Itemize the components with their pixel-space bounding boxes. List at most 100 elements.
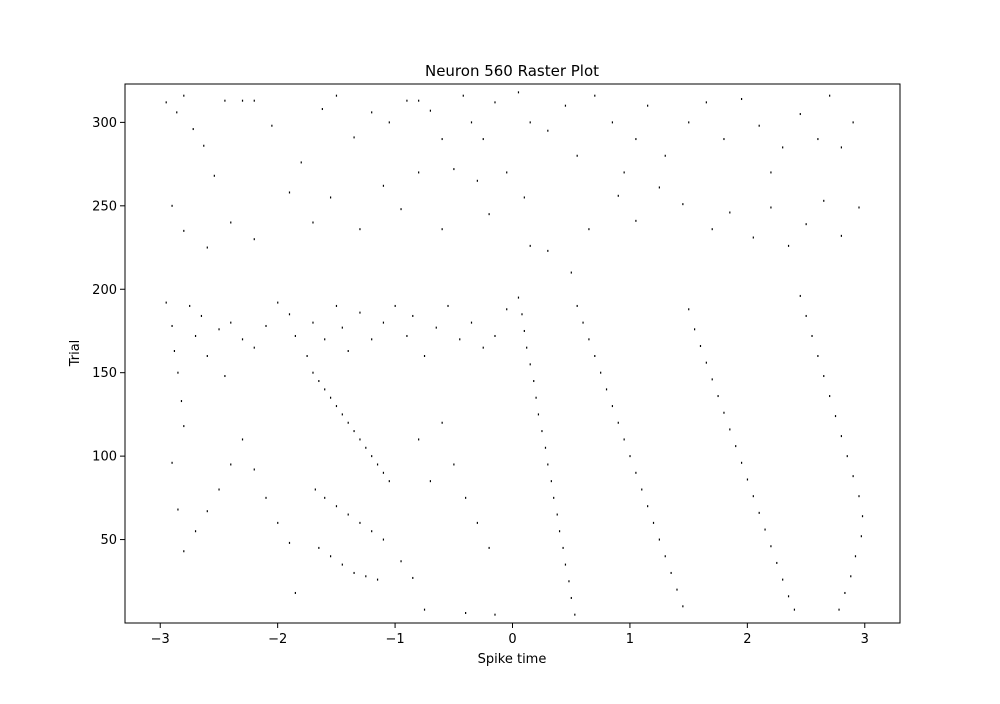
spike-mark — [582, 321, 584, 324]
spike-mark — [576, 154, 578, 157]
spike-mark — [230, 463, 232, 466]
spike-mark — [776, 561, 778, 564]
spike-mark — [462, 94, 464, 97]
spike-mark — [347, 513, 349, 516]
y-axis-label: Trial — [68, 340, 83, 368]
spike-mark — [533, 380, 535, 383]
spike-mark — [550, 480, 552, 483]
spike-mark — [312, 371, 314, 374]
spike-mark — [382, 184, 385, 187]
spike-mark — [723, 411, 725, 414]
spike-mark — [840, 234, 842, 237]
spike-mark — [318, 546, 320, 549]
spike-mark — [335, 405, 338, 408]
spike-mark — [418, 171, 420, 174]
x-tick-label: −3 — [151, 632, 170, 647]
spike-mark — [834, 415, 837, 418]
spike-mark — [359, 228, 361, 231]
spike-mark — [647, 104, 649, 107]
spike-mark — [611, 405, 614, 408]
spike-mark — [300, 161, 302, 164]
spike-mark — [230, 321, 232, 324]
spike-mark — [770, 206, 772, 209]
spike-mark — [365, 446, 367, 449]
spike-mark — [840, 435, 842, 438]
spike-mark — [805, 223, 807, 226]
spike-mark — [176, 111, 178, 114]
spike-mark — [861, 515, 864, 518]
spike-mark — [341, 563, 343, 566]
spike-mark — [288, 191, 291, 194]
spike-mark — [635, 471, 637, 474]
spike-mark — [553, 496, 555, 499]
spike-mark — [488, 213, 490, 216]
spike-mark — [183, 94, 185, 97]
spike-mark — [447, 304, 449, 307]
spike-mark — [752, 236, 754, 239]
spike-mark — [324, 388, 326, 391]
spike-mark — [441, 421, 443, 424]
spike-mark — [711, 228, 713, 231]
spike-mark — [173, 350, 176, 352]
spike-mark — [353, 571, 355, 574]
spike-mark — [711, 378, 713, 381]
spike-mark — [641, 488, 643, 491]
spike-mark — [799, 113, 801, 116]
y-axis-ticks: 50 100 150 200 250 300 — [92, 116, 125, 548]
spike-mark — [253, 468, 255, 471]
spike-mark — [558, 530, 561, 533]
spike-mark — [406, 99, 408, 102]
spike-mark — [418, 99, 420, 102]
spike-mark — [517, 296, 520, 299]
x-axis-ticks: −3 −2 −1 0 1 2 3 — [151, 623, 869, 647]
spike-mark — [453, 463, 455, 466]
spike-mark — [200, 314, 203, 317]
spike-mark — [470, 321, 473, 324]
spike-mark — [588, 338, 590, 341]
spike-mark — [241, 99, 244, 102]
spike-mark — [840, 146, 842, 149]
spike-mark — [854, 555, 857, 558]
spike-mark — [353, 136, 355, 139]
spike-mark — [617, 421, 619, 424]
spike-mark — [600, 371, 602, 374]
spike-mark — [324, 338, 326, 341]
spike-mark — [658, 538, 660, 541]
spike-mark — [570, 596, 572, 599]
spike-mark — [406, 334, 408, 337]
spike-mark — [664, 154, 666, 157]
spike-mark — [324, 496, 326, 499]
spike-mark — [506, 308, 508, 311]
spike-mark — [758, 124, 760, 127]
spike-mark — [335, 505, 338, 508]
spike-mark — [635, 138, 637, 141]
spike-mark — [482, 346, 484, 349]
spike-mark — [335, 94, 338, 97]
spike-mark — [611, 121, 614, 124]
spike-mark — [562, 546, 564, 549]
spike-mark — [253, 99, 255, 102]
spike-mark — [523, 196, 525, 199]
spike-mark — [329, 196, 332, 199]
spike-mark — [314, 488, 316, 491]
spike-mark — [359, 311, 361, 314]
spike-mark — [180, 400, 183, 403]
spike-mark — [647, 505, 649, 508]
spike-mark — [829, 395, 831, 398]
spike-mark — [805, 314, 807, 317]
spike-mark — [547, 129, 549, 132]
spike-mark — [537, 413, 540, 416]
spike-mark — [203, 144, 205, 147]
spike-mark — [574, 613, 576, 616]
spike-mark — [423, 355, 426, 357]
spike-mark — [341, 413, 343, 416]
spike-mark — [294, 591, 296, 594]
spike-mark — [218, 488, 220, 491]
x-tick-label: −1 — [385, 632, 404, 647]
spike-mark — [335, 304, 338, 307]
spike-mark — [517, 91, 520, 94]
spike-mark — [177, 508, 179, 511]
spike-mark — [347, 421, 349, 424]
y-tick-label: 250 — [92, 199, 117, 214]
